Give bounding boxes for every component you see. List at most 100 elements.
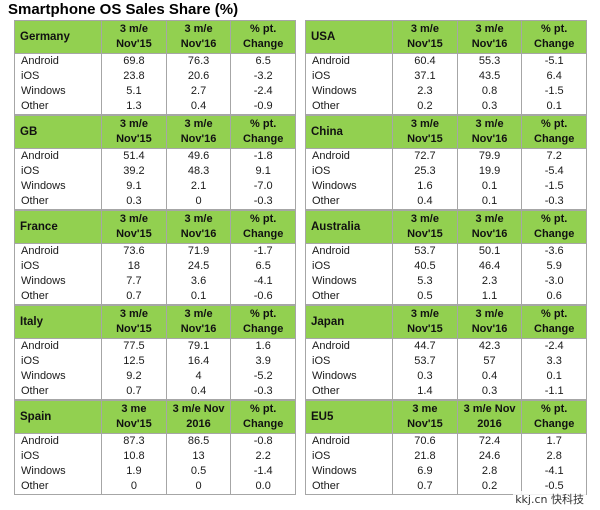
share-cell: 0.3 bbox=[456, 384, 523, 400]
change-cell: 0.0 bbox=[230, 479, 296, 495]
column-header: % pt. Change bbox=[521, 305, 587, 339]
share-cell: 86.5 bbox=[165, 433, 232, 449]
share-cell: 70.6 bbox=[392, 433, 458, 449]
table-row: Windows 1.6 0.1 -1.5 bbox=[304, 179, 587, 194]
share-cell: 1.4 bbox=[392, 384, 458, 400]
table-row: Android 51.4 49.6 -1.8 bbox=[13, 148, 296, 164]
column-header: 3 m/e Nov'15 bbox=[101, 305, 167, 339]
table-row: Android 60.4 55.3 -5.1 bbox=[304, 53, 587, 69]
sales-share-table: EU5 3 me Nov'15 3 m/e Nov 2016% pt. Change… bbox=[304, 400, 587, 495]
share-cell: 0.1 bbox=[165, 289, 232, 305]
left-column: Germany 3 m/e Nov'15 3 m/e Nov'16% pt. Cha… bbox=[13, 20, 296, 495]
region-name: Spain bbox=[13, 400, 103, 434]
change-cell: -1.5 bbox=[521, 179, 587, 194]
region-name: GB bbox=[13, 115, 103, 149]
os-name-cell: iOS bbox=[304, 259, 394, 274]
table-row: Android 72.7 79.9 7.2 bbox=[304, 148, 587, 164]
change-cell: -1.5 bbox=[521, 84, 587, 99]
share-cell: 0.7 bbox=[392, 479, 458, 495]
table-row: iOS 25.3 19.9 -5.4 bbox=[304, 164, 587, 179]
change-cell: -3.0 bbox=[521, 274, 587, 289]
table-row: Other 1.4 0.3 -1.1 bbox=[304, 384, 587, 400]
column-header: 3 m/e Nov'15 bbox=[392, 115, 458, 149]
os-name-cell: Other bbox=[304, 479, 394, 495]
header-row: Japan 3 m/e Nov'15 3 m/e Nov'16% pt. Chang… bbox=[304, 305, 587, 339]
os-name-cell: Other bbox=[304, 194, 394, 210]
region-japan: Japan 3 m/e Nov'15 3 m/e Nov'16% pt. Chang… bbox=[304, 305, 587, 400]
os-name-cell: iOS bbox=[13, 449, 103, 464]
table-row: iOS 23.8 20.6 -3.2 bbox=[13, 69, 296, 84]
region-name: China bbox=[304, 115, 394, 149]
column-header: 3 m/e Nov'15 bbox=[392, 20, 458, 54]
column-header: 3 m/e Nov 2016 bbox=[456, 400, 523, 434]
os-name-cell: Other bbox=[13, 384, 103, 400]
change-cell: -4.1 bbox=[230, 274, 296, 289]
sales-share-table: GB 3 m/e Nov'15 3 m/e Nov'16% pt. Change An… bbox=[13, 115, 296, 210]
table-row: Android 69.8 76.3 6.5 bbox=[13, 53, 296, 69]
table-row: Android 44.7 42.3 -2.4 bbox=[304, 338, 587, 354]
table-row: Windows 1.9 0.5 -1.4 bbox=[13, 464, 296, 479]
share-cell: 40.5 bbox=[392, 259, 458, 274]
share-cell: 37.1 bbox=[392, 69, 458, 84]
header-row: USA 3 m/e Nov'15 3 m/e Nov'16% pt. Change bbox=[304, 20, 587, 54]
share-cell: 4 bbox=[165, 369, 232, 384]
region-spain: Spain 3 me Nov'15 3 m/e Nov 2016% pt. Chan… bbox=[13, 400, 296, 495]
column-header: % pt. Change bbox=[230, 210, 296, 244]
change-cell: 0.6 bbox=[521, 289, 587, 305]
change-cell: -1.4 bbox=[230, 464, 296, 479]
share-cell: 16.4 bbox=[165, 354, 232, 369]
column-header: % pt. Change bbox=[230, 400, 296, 434]
share-cell: 0.2 bbox=[392, 99, 458, 115]
os-name-cell: Windows bbox=[304, 464, 394, 479]
os-name-cell: Windows bbox=[13, 274, 103, 289]
table-row: Windows 7.7 3.6 -4.1 bbox=[13, 274, 296, 289]
share-cell: 1.3 bbox=[101, 99, 167, 115]
share-cell: 51.4 bbox=[101, 148, 167, 164]
share-cell: 2.3 bbox=[392, 84, 458, 99]
table-row: Other 0 0 0.0 bbox=[13, 479, 296, 495]
share-cell: 73.6 bbox=[101, 243, 167, 259]
sales-share-table: Australia 3 m/e Nov'15 3 m/e Nov'16% pt. C… bbox=[304, 210, 587, 305]
os-name-cell: Windows bbox=[13, 369, 103, 384]
os-name-cell: Android bbox=[304, 148, 394, 164]
region-usa: USA 3 m/e Nov'15 3 m/e Nov'16% pt. Change A… bbox=[304, 20, 587, 115]
region-name: Australia bbox=[304, 210, 394, 244]
share-cell: 72.7 bbox=[392, 148, 458, 164]
share-cell: 49.6 bbox=[165, 148, 232, 164]
share-cell: 77.5 bbox=[101, 338, 167, 354]
sales-share-table: Germany 3 m/e Nov'15 3 m/e Nov'16% pt. Cha… bbox=[13, 20, 296, 115]
region-italy: Italy 3 m/e Nov'15 3 m/e Nov'16% pt. Chang… bbox=[13, 305, 296, 400]
os-name-cell: Android bbox=[304, 433, 394, 449]
share-cell: 0.7 bbox=[101, 289, 167, 305]
change-cell: -2.4 bbox=[230, 84, 296, 99]
os-name-cell: iOS bbox=[304, 164, 394, 179]
table-row: iOS 21.8 24.6 2.8 bbox=[304, 449, 587, 464]
change-cell: -0.8 bbox=[230, 433, 296, 449]
column-header: % pt. Change bbox=[521, 400, 587, 434]
table-row: iOS 18 24.5 6.5 bbox=[13, 259, 296, 274]
share-cell: 2.1 bbox=[165, 179, 232, 194]
share-cell: 0.2 bbox=[456, 479, 523, 495]
change-cell: -0.3 bbox=[230, 384, 296, 400]
table-row: Other 0.3 0 -0.3 bbox=[13, 194, 296, 210]
share-cell: 21.8 bbox=[392, 449, 458, 464]
os-name-cell: Android bbox=[13, 433, 103, 449]
change-cell: 9.1 bbox=[230, 164, 296, 179]
share-cell: 0.1 bbox=[456, 194, 523, 210]
os-name-cell: Windows bbox=[304, 369, 394, 384]
change-cell: -0.9 bbox=[230, 99, 296, 115]
region-name: Germany bbox=[13, 20, 103, 54]
region-name: Italy bbox=[13, 305, 103, 339]
table-row: Android 77.5 79.1 1.6 bbox=[13, 338, 296, 354]
share-cell: 39.2 bbox=[101, 164, 167, 179]
table-row: Other 0.4 0.1 -0.3 bbox=[304, 194, 587, 210]
change-cell: -0.6 bbox=[230, 289, 296, 305]
table-row: Other 1.3 0.4 -0.9 bbox=[13, 99, 296, 115]
share-cell: 0.4 bbox=[165, 384, 232, 400]
share-cell: 1.9 bbox=[101, 464, 167, 479]
share-cell: 53.7 bbox=[392, 243, 458, 259]
share-cell: 76.3 bbox=[165, 53, 232, 69]
os-name-cell: Other bbox=[13, 194, 103, 210]
sales-share-table: China 3 m/e Nov'15 3 m/e Nov'16% pt. Chang… bbox=[304, 115, 587, 210]
table-row: Windows 5.1 2.7 -2.4 bbox=[13, 84, 296, 99]
